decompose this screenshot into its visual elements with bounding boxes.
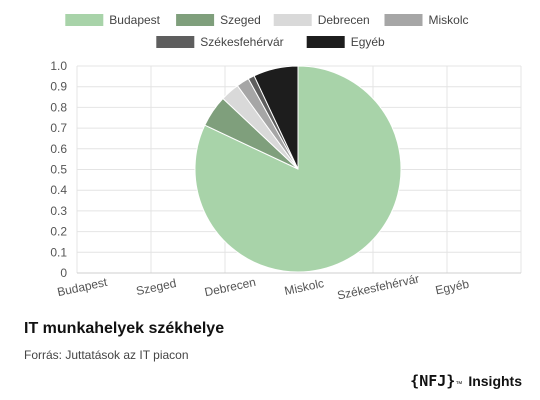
legend-swatch [176, 14, 215, 26]
legend-label: Egyéb [351, 35, 385, 49]
y-tick-label: 0 [60, 266, 67, 280]
x-tick-label: Debrecen [203, 275, 257, 300]
pie-slice-5 [253, 65, 299, 170]
y-tick-label: 0.4 [50, 183, 67, 197]
x-axis: Budapest Szeged Debrecen Miskolc Székesfehér… [56, 272, 521, 303]
pie-chart: 0 0.1 0.2 0.3 0.4 0.5 0.6 0.7 0.8 0.9 1.0 Budapest… [50, 13, 522, 303]
legend-label: Szeged [220, 13, 261, 27]
brand-logo: {NFJ} [410, 372, 456, 390]
legend-label: Miskolc [429, 13, 469, 27]
y-tick-label: 0.3 [50, 204, 67, 218]
y-tick-label: 0.7 [50, 121, 67, 135]
source-note: Forrás: Juttatások az IT piacon [24, 348, 189, 362]
legend-item: Debrecen [273, 13, 370, 27]
brand-name: Insights [468, 373, 522, 389]
x-tick-label: Miskolc [283, 276, 325, 298]
legend-swatch [306, 36, 345, 48]
y-tick-label: 0.6 [50, 142, 67, 156]
x-tick-label: Székesfehérvár [336, 272, 420, 303]
legend-item: Szeged [176, 13, 261, 27]
brand: {NFJ} ™ Insights [410, 372, 522, 390]
legend: Budapest Szeged Debrecen Miskolc Székesfehér… [65, 13, 469, 49]
legend-swatch [273, 14, 312, 26]
legend-item: Miskolc [384, 13, 469, 27]
chart-title: IT munkahelyek székhelye [24, 320, 225, 337]
legend-item: Egyéb [306, 35, 385, 49]
y-tick-label: 1.0 [50, 59, 67, 73]
legend-item: Budapest [65, 13, 161, 27]
y-tick-label: 0.1 [50, 245, 67, 259]
y-axis: 0 0.1 0.2 0.3 0.4 0.5 0.6 0.7 0.8 0.9 1.0 [50, 59, 67, 280]
legend-swatch [156, 36, 195, 48]
y-tick-label: 0.8 [50, 100, 67, 114]
legend-label: Budapest [109, 13, 160, 27]
legend-label: Székesfehérvár [200, 35, 283, 49]
legend-swatch [384, 14, 423, 26]
legend-item: Székesfehérvár [156, 35, 284, 49]
y-tick-label: 0.2 [50, 225, 67, 239]
x-tick-label: Szeged [135, 276, 178, 298]
brand-trademark: ™ [455, 381, 463, 388]
legend-swatch [65, 14, 104, 26]
pie-slices [194, 65, 402, 273]
x-tick-label: Egyéb [434, 277, 471, 298]
y-tick-label: 0.5 [50, 163, 67, 177]
legend-label: Debrecen [318, 13, 370, 27]
y-tick-label: 0.9 [50, 80, 67, 94]
